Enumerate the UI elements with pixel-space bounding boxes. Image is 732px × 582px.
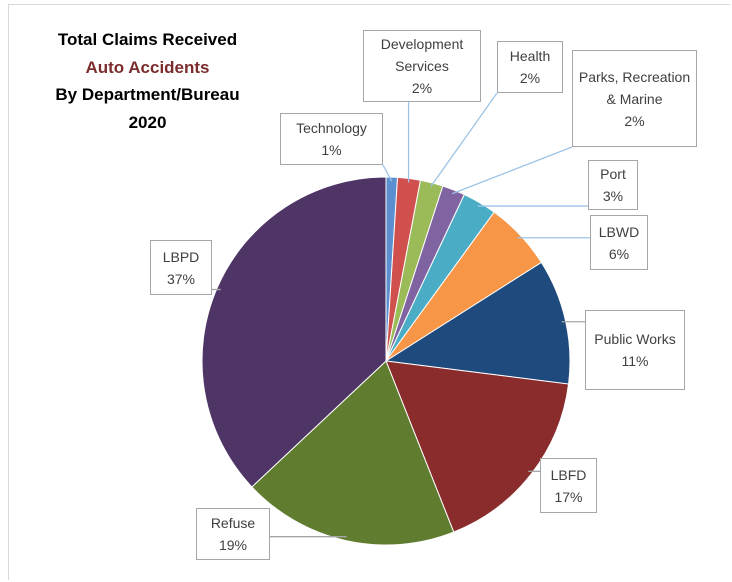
chart-title: Total Claims Received bbox=[57, 30, 238, 49]
value-label: 6% bbox=[608, 245, 630, 262]
value-label: 2% bbox=[411, 80, 433, 96]
category-label: Health bbox=[509, 48, 551, 64]
value-label: 19% bbox=[218, 537, 248, 553]
value-label: 37% bbox=[166, 270, 196, 287]
category-label: Refuse bbox=[210, 515, 256, 531]
value-label: 2% bbox=[519, 70, 541, 86]
data-label: Technology 1% bbox=[280, 113, 383, 165]
value-label: 17% bbox=[554, 488, 583, 505]
leader-line bbox=[430, 92, 498, 188]
pie-slice bbox=[384, 261, 571, 385]
category-label: LBPD bbox=[162, 248, 200, 265]
value-label: 11% bbox=[621, 353, 649, 369]
value-label: 3% bbox=[602, 188, 624, 204]
category-label: Parks, Recreation & Marine bbox=[578, 68, 691, 107]
leader-line bbox=[452, 146, 573, 195]
data-label: Public Works 11% bbox=[585, 310, 685, 390]
category-label: Port bbox=[600, 166, 626, 182]
data-label: Health 2% bbox=[497, 41, 563, 93]
chart-title: 2020 bbox=[128, 113, 167, 132]
pie-slice bbox=[385, 360, 570, 533]
value-label: 2% bbox=[624, 112, 645, 129]
pie-slice bbox=[201, 176, 387, 488]
chart-frame bbox=[8, 4, 730, 580]
category-label: Public Works bbox=[594, 331, 676, 347]
chart-title: By Department/Bureau bbox=[55, 85, 240, 104]
data-label: Parks, Recreation & Marine 2% bbox=[572, 50, 697, 147]
data-label: LBFD 17% bbox=[540, 458, 597, 513]
data-label: LBWD 6% bbox=[590, 215, 648, 270]
data-label: LBPD 37% bbox=[150, 240, 212, 295]
value-label: 1% bbox=[321, 142, 342, 158]
category-label: LBFD bbox=[550, 466, 587, 483]
data-label: Development Services 2% bbox=[363, 30, 481, 102]
pie-slice bbox=[251, 360, 455, 546]
leader-line bbox=[382, 164, 393, 182]
data-label: Port 3% bbox=[588, 160, 638, 210]
category-label: Technology bbox=[296, 120, 367, 136]
category-label: Development Services bbox=[380, 36, 464, 74]
category-label: LBWD bbox=[598, 223, 640, 240]
data-label: Refuse 19% bbox=[196, 508, 270, 560]
chart-title: Auto Accidents bbox=[85, 58, 210, 77]
